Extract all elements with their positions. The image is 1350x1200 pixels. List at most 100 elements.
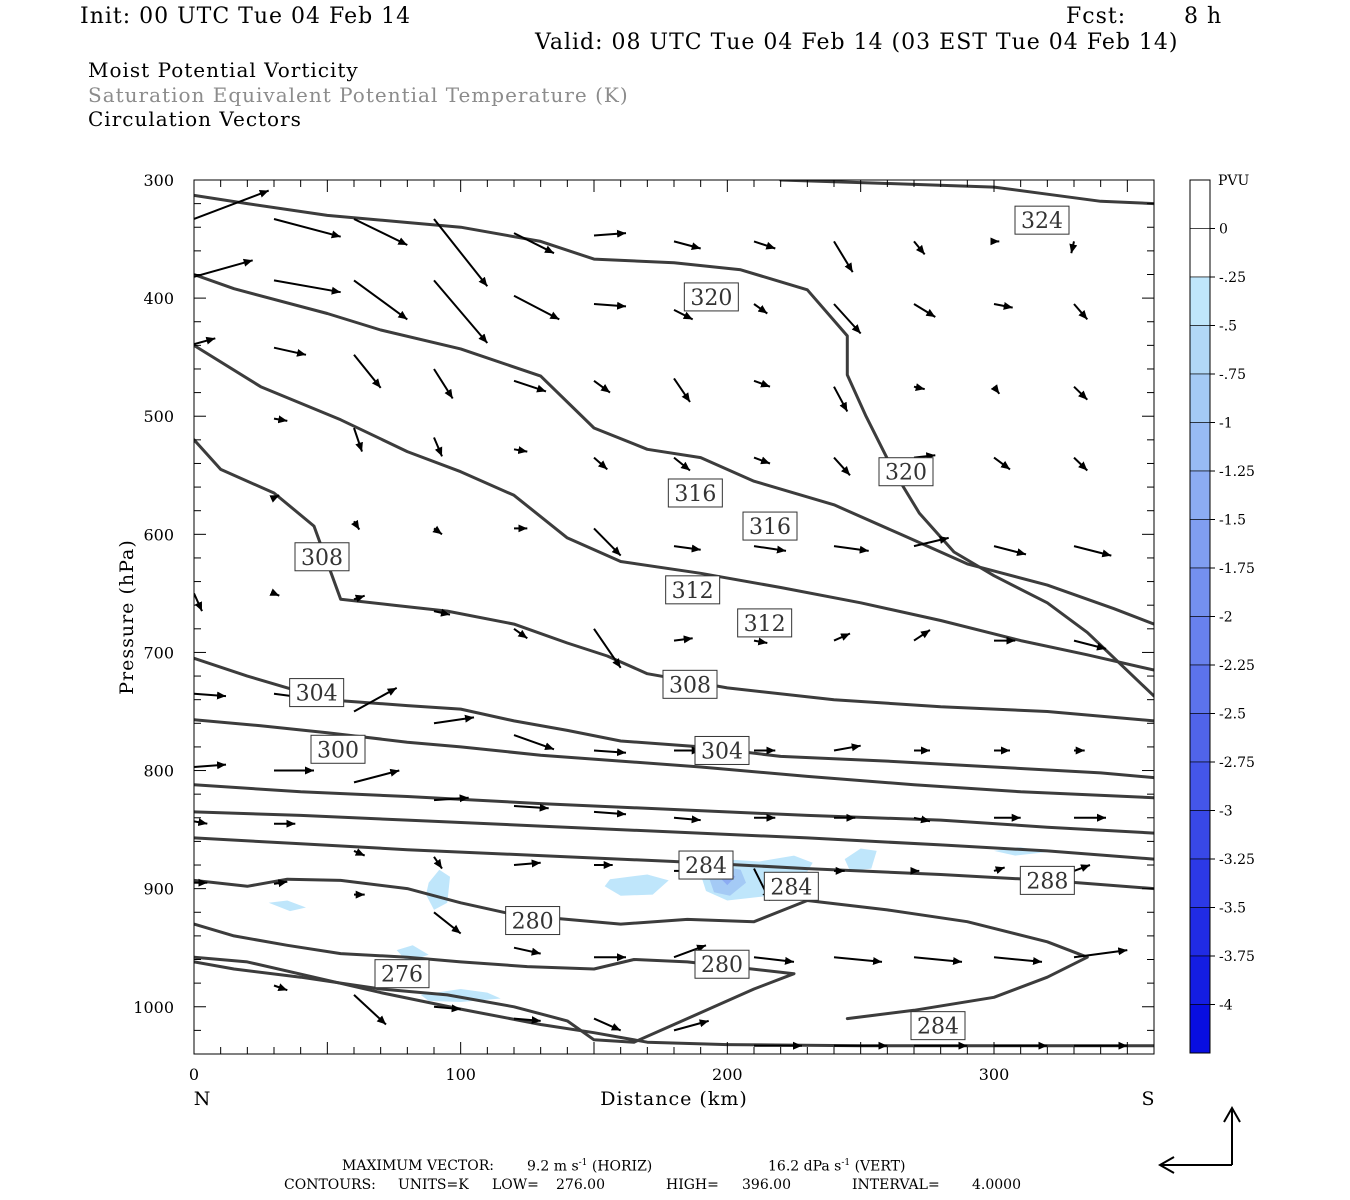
contour-label: 320 [885,461,927,486]
circulation-vector [993,956,1043,966]
contour-label: 280 [512,910,554,935]
circulation-vector [833,632,851,642]
circulation-vector [593,628,622,669]
theta-es-contour-316 [194,273,1154,626]
circulation-vector [432,525,443,536]
circulation-vector [433,1004,461,1013]
colorbar-swatch [1189,422,1211,472]
circulation-vector [833,956,883,966]
circulation-vector [353,218,408,246]
circulation-vector [353,687,398,713]
circulation-vector [194,761,227,770]
contour-high-label: HIGH= [666,1177,719,1193]
circulation-vector [673,309,694,321]
circulation-vector [673,377,691,403]
colorbar-tick-label: 0 [1219,222,1228,238]
circulation-vector [273,279,341,295]
circulation-vector [913,383,925,392]
colorbar-units: PVU [1218,173,1250,189]
circulation-vector [273,415,288,424]
contour-label: 324 [1021,209,1063,234]
max-horizontal-vector: 9.2 m s-1 (HORIZ) [527,1158,653,1175]
colorbar-swatch [1189,907,1211,957]
colorbar-tick-label: -1.75 [1219,561,1255,577]
theta-es-contour-280 [194,922,796,1044]
contour-label-box [665,575,721,605]
circulation-vector [993,301,1013,310]
colorbar-swatch [1189,519,1211,569]
contour-label: 316 [674,482,716,507]
circulation-vector [1073,545,1112,558]
colorbar-tick-label: -2.25 [1219,658,1255,674]
x-axis-label: Distance (km) [600,1088,748,1110]
circulation-vector [273,879,288,888]
valid-time: Valid: 08 UTC Tue 04 Feb 14 (03 EST Tue … [535,30,1179,55]
reference-vector-arrows [1157,1105,1241,1174]
forecast-label: Fcst: [1066,4,1127,29]
y-tick-label: 800 [143,762,174,781]
circulation-vector [433,856,443,870]
contour-label-box [289,678,345,708]
circulation-vector [513,946,541,956]
colorbar-swatch [1189,1004,1211,1054]
theta-es-contour-300 [194,718,1154,800]
theta-es-contour-284 [194,877,1089,1021]
contour-high-value: 396.00 [742,1177,791,1193]
x-tick-label: 0 [189,1065,199,1084]
max-vector-label: MAXIMUM VECTOR: [342,1158,494,1174]
circulation-vector [513,1016,541,1025]
forecast-hour: 8 h [1184,4,1223,29]
contour-label: 308 [669,673,711,698]
x-end-label-north: N [194,1088,211,1110]
colorbar-swatch [1189,664,1211,714]
contour-label: 284 [917,1015,959,1040]
circulation-vector [833,386,849,412]
contour-label-box [1019,865,1075,895]
circulation-vector [673,635,693,644]
colorbar-tick-label: -1.5 [1219,513,1246,529]
mpv-shaded-region [844,848,877,871]
circulation-vector [833,456,851,476]
y-tick-label: 700 [143,643,174,662]
circulation-vector [753,956,795,965]
circulation-vector [513,803,549,812]
circulation-vector [194,336,216,346]
circulation-vector [593,379,611,394]
colorbar-swatch [1189,955,1211,1005]
y-tick-label: 600 [143,525,174,544]
colorbar-tick-label: -1.25 [1219,464,1255,480]
circulation-vector [673,1019,709,1032]
colorbar-tick-label: -4 [1219,998,1233,1014]
x-tick-label: 300 [979,1065,1010,1084]
circulation-vector [593,301,627,310]
colorbar-tick-label: -3.25 [1219,852,1255,868]
mpv-shaded-region [268,900,306,912]
circulation-vector [433,714,475,725]
circulation-vector [753,379,771,388]
circulation-vector [990,384,1001,395]
contour-label-box [683,282,739,312]
y-tick-label: 900 [143,880,174,899]
circulation-vector [353,427,363,452]
contour-label-box [662,669,718,699]
circulation-vector [993,545,1027,557]
contour-label-box [910,1011,966,1041]
circulation-vector [833,545,869,554]
circulation-vector [833,303,862,335]
circulation-vector [913,240,926,256]
colorbar-tick-label: -1 [1219,416,1233,432]
theta-es-contour-312 [194,343,1154,672]
x-tick-label: 200 [712,1065,743,1084]
circulation-vector [351,519,361,531]
theta-es-contours [194,180,1154,1048]
reference-vector-icon [1160,1108,1233,1166]
circulation-vector [353,768,400,784]
circulation-vector [673,815,701,824]
circulation-vector [1073,864,1091,872]
circulation-vector [1069,241,1078,254]
circulation-vector [513,294,560,321]
contour-label: 304 [296,682,338,707]
contour-label-box [763,871,819,901]
contour-label: 312 [672,579,714,604]
contour-label: 308 [301,546,343,571]
